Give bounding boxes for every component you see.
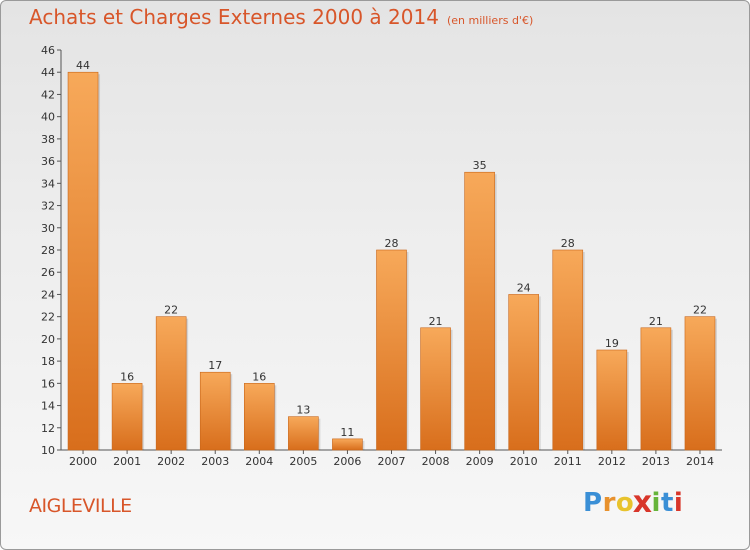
x-tick-label: 2006 xyxy=(333,455,361,468)
logo-letter: r xyxy=(602,488,616,518)
bar xyxy=(111,383,143,451)
y-tick-label: 10 xyxy=(41,444,55,457)
chart-unit-label: (en milliers d'€) xyxy=(446,14,534,27)
bar xyxy=(552,249,584,451)
bar xyxy=(376,249,407,451)
y-tick-label: 16 xyxy=(41,377,55,390)
bar xyxy=(420,327,451,451)
y-tick-label: 28 xyxy=(41,244,55,257)
proxiti-logo[interactable]: Proxiti xyxy=(583,485,684,521)
chart-title: Achats et Charges Externes 2000 à 2014 (e… xyxy=(29,5,533,29)
x-tick-label: 2011 xyxy=(554,455,582,468)
x-tick-label: 2000 xyxy=(69,455,97,468)
bar xyxy=(67,71,99,451)
x-tick-label: 2014 xyxy=(686,455,714,468)
y-tick-label: 20 xyxy=(41,333,55,346)
data-label: 21 xyxy=(429,315,443,328)
bar xyxy=(640,327,672,451)
y-tick-label: 42 xyxy=(41,88,55,101)
bar xyxy=(332,438,363,451)
data-label: 17 xyxy=(208,359,222,372)
bar xyxy=(596,349,628,451)
logo-letter: i xyxy=(651,488,661,518)
x-tick-label: 2007 xyxy=(378,455,406,468)
data-label: 21 xyxy=(649,315,663,328)
data-label: 35 xyxy=(473,159,487,172)
x-tick-label: 2010 xyxy=(510,455,538,468)
y-tick-label: 38 xyxy=(41,133,55,146)
y-tick-label: 26 xyxy=(41,266,55,279)
y-tick-label: 36 xyxy=(41,155,55,168)
logo-letter: i xyxy=(673,488,684,518)
data-label: 28 xyxy=(385,237,399,250)
data-label: 22 xyxy=(164,304,178,317)
x-tick-label: 2013 xyxy=(642,455,670,468)
bar xyxy=(684,316,716,451)
logo-letter: t xyxy=(660,488,674,518)
data-label: 16 xyxy=(120,370,134,383)
y-tick-label: 12 xyxy=(41,422,55,435)
bar xyxy=(464,171,495,451)
x-tick-label: 2005 xyxy=(289,455,317,468)
data-label: 28 xyxy=(561,237,575,250)
bar xyxy=(288,416,319,451)
data-label: 19 xyxy=(605,337,619,350)
data-label: 11 xyxy=(340,426,354,439)
chart-data-labels: 44 16 22 17 16 13 11 28 21 35 24 28 19 21 22 xyxy=(76,59,707,439)
chart-bars xyxy=(67,71,717,451)
x-tick-label: 2009 xyxy=(466,455,494,468)
bar xyxy=(244,383,275,451)
y-tick-label: 34 xyxy=(41,177,55,190)
data-label: 44 xyxy=(76,59,90,72)
bar xyxy=(199,371,231,451)
chart-title-text: Achats et Charges Externes 2000 à 2014 xyxy=(29,5,439,29)
data-label: 24 xyxy=(517,281,531,294)
logo-letter: o xyxy=(615,488,635,518)
x-tick-label: 2008 xyxy=(422,455,450,468)
x-tick-label: 2012 xyxy=(598,455,626,468)
bar xyxy=(508,294,540,451)
x-tick-label: 2002 xyxy=(157,455,185,468)
data-label: 22 xyxy=(693,304,707,317)
y-tick-label: 32 xyxy=(41,200,55,213)
y-tick-label: 18 xyxy=(41,355,55,368)
logo-letter: x xyxy=(632,485,653,521)
x-tick-label: 2003 xyxy=(201,455,229,468)
x-tick-label: 2001 xyxy=(113,455,141,468)
y-tick-label: 24 xyxy=(41,288,55,301)
commune-name: AIGLEVILLE xyxy=(29,495,132,517)
logo-letter: P xyxy=(583,488,603,518)
bar xyxy=(155,316,187,451)
y-tick-label: 44 xyxy=(41,66,55,79)
y-tick-label: 22 xyxy=(41,311,55,324)
y-tick-label: 40 xyxy=(41,111,55,124)
x-tick-label: 2004 xyxy=(245,455,273,468)
data-label: 13 xyxy=(296,404,310,417)
data-label: 16 xyxy=(252,370,266,383)
y-tick-label: 30 xyxy=(41,222,55,235)
y-tick-label: 46 xyxy=(41,44,55,57)
y-tick-label: 14 xyxy=(41,400,55,413)
